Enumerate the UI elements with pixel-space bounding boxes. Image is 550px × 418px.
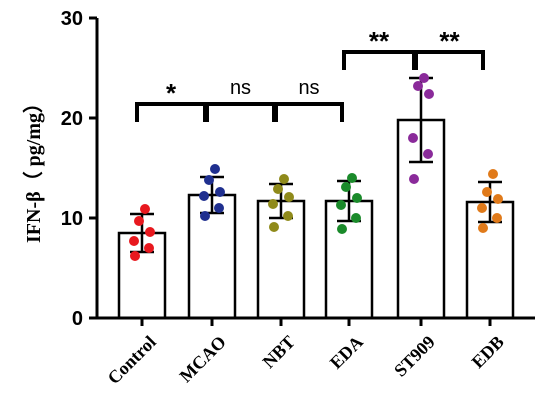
data-point <box>424 89 434 99</box>
data-point <box>199 191 209 201</box>
data-point <box>200 211 210 221</box>
data-point <box>144 243 154 253</box>
data-point <box>283 211 293 221</box>
data-point <box>337 224 347 234</box>
data-point <box>492 213 502 223</box>
significance-label: ns <box>230 77 251 99</box>
data-point <box>273 184 283 194</box>
data-point <box>409 174 419 184</box>
bars <box>117 118 515 320</box>
data-point <box>214 203 224 213</box>
data-point <box>352 193 362 203</box>
y-axis-ticks: 0 10 20 30 <box>61 8 97 330</box>
data-point <box>488 169 498 179</box>
data-point <box>269 222 279 232</box>
data-point <box>478 223 488 233</box>
data-point <box>129 236 139 246</box>
category-label: EDA <box>326 332 367 373</box>
category-label: ST909 <box>390 332 439 381</box>
data-point <box>413 81 423 91</box>
data-point <box>134 216 144 226</box>
data-point <box>268 199 278 209</box>
category-label: Control <box>104 332 160 388</box>
data-point <box>493 194 503 204</box>
y-tick-label: 0 <box>72 308 83 330</box>
data-point <box>140 204 150 214</box>
data-point <box>215 187 225 197</box>
data-point <box>351 213 361 223</box>
y-tick-label: 30 <box>61 8 83 30</box>
y-tick-label: 10 <box>61 208 83 230</box>
y-tick-label: 20 <box>61 108 83 130</box>
axes <box>95 18 535 326</box>
data-point <box>210 164 220 174</box>
data-point <box>284 192 294 202</box>
data-point <box>145 227 155 237</box>
data-point <box>279 174 289 184</box>
significance-bracket <box>414 50 485 70</box>
category-label: EDB <box>468 332 508 372</box>
significance-label: ** <box>439 26 460 56</box>
data-points <box>129 73 503 261</box>
data-point <box>347 173 357 183</box>
significance-bracket <box>205 102 276 122</box>
data-point <box>130 251 140 261</box>
x-axis-category-labels: Control MCAO NBT EDA ST909 EDB <box>104 332 508 388</box>
significance-label: ** <box>369 26 390 56</box>
data-point <box>477 203 487 213</box>
bar <box>396 118 446 320</box>
data-point <box>419 73 429 83</box>
data-point <box>336 200 346 210</box>
significance-bracket <box>274 102 344 122</box>
data-point <box>204 175 214 185</box>
data-point <box>408 133 418 143</box>
data-point <box>341 182 351 192</box>
significance-brackets: * ns ns ** ** <box>135 26 485 122</box>
significance-label: * <box>166 78 177 108</box>
category-label: NBT <box>259 332 299 372</box>
category-label: MCAO <box>175 332 229 386</box>
data-point <box>423 149 433 159</box>
data-point <box>482 187 492 197</box>
significance-label: ns <box>298 77 319 99</box>
y-axis-label: IFN-β（ pg/mg） <box>22 93 45 243</box>
